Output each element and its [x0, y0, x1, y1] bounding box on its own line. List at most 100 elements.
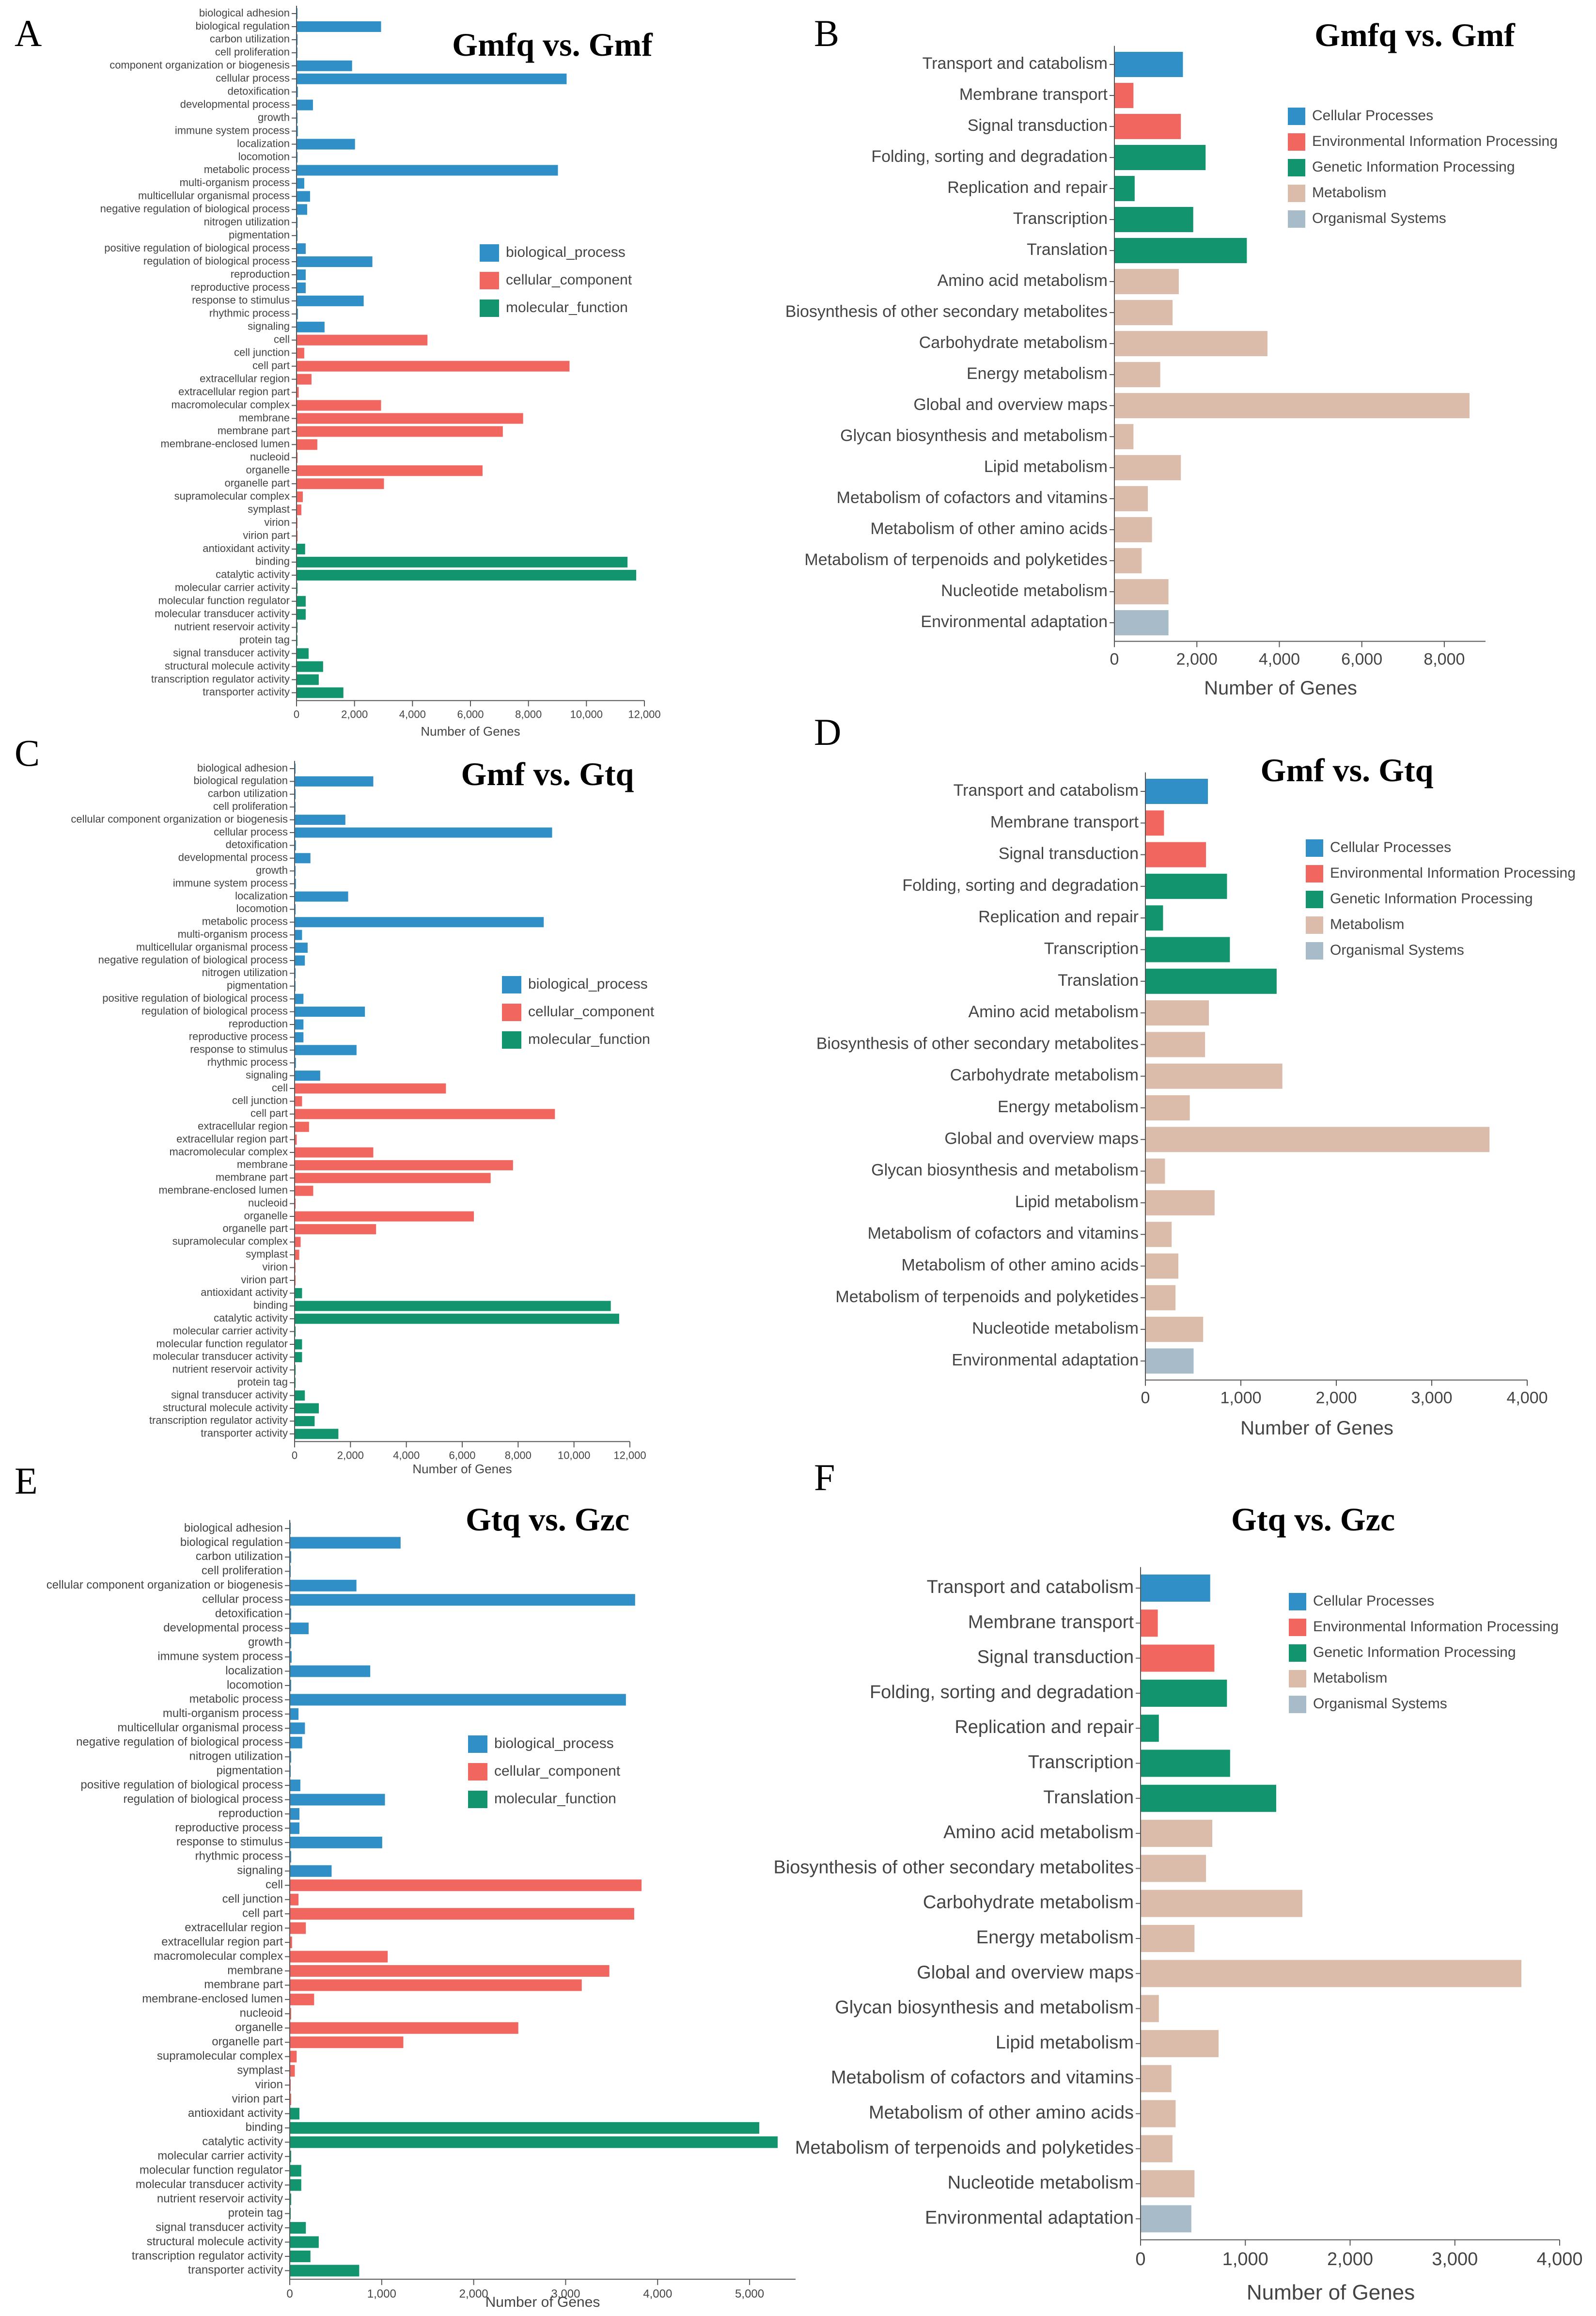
category-label: signal transducer activity — [173, 646, 290, 659]
bar — [295, 891, 348, 902]
bar — [297, 569, 637, 581]
category-label: Signal transduction — [977, 1647, 1134, 1668]
bar — [290, 1551, 291, 1563]
category-label: structural molecule activity — [163, 1402, 288, 1414]
category-label: cell part — [250, 1107, 288, 1119]
x-tick-label: 6,000 — [1341, 650, 1382, 668]
category-label: supramolecular complex — [157, 2049, 283, 2063]
x-tick-label: 2,000 — [1176, 650, 1218, 668]
category-label: virion — [262, 1260, 288, 1273]
bar — [295, 1326, 296, 1337]
bar — [295, 993, 304, 1004]
category-label: organelle part — [222, 1222, 288, 1234]
legend-label: Environmental Information Processing — [1312, 133, 1558, 149]
x-tick-label: 10,000 — [570, 709, 603, 721]
category-label: multi-organism process — [163, 1707, 283, 1720]
bar — [290, 1922, 306, 1934]
category-label: reproduction — [231, 268, 290, 280]
bar — [1146, 1222, 1172, 1247]
category-label: component organization or biogenesis — [110, 59, 290, 71]
category-label: Nucleotide metabolism — [972, 1319, 1139, 1338]
bar — [290, 2065, 295, 2077]
category-label: Transport and catabolism — [927, 1577, 1134, 1597]
bar — [1115, 83, 1134, 108]
category-label: protein tag — [228, 2206, 283, 2220]
bar — [295, 1301, 611, 1311]
bar — [297, 400, 381, 411]
legend-swatch — [1289, 1593, 1306, 1610]
bar — [295, 1083, 446, 1094]
bar — [1146, 1285, 1176, 1310]
category-label: positive regulation of biological proces… — [80, 1778, 283, 1791]
legend-swatch — [1306, 865, 1323, 882]
bar — [295, 1288, 302, 1298]
bar — [297, 543, 305, 554]
x-tick-label: 1,000 — [1220, 1389, 1261, 1407]
bar — [290, 1951, 388, 1963]
category-label: biological regulation — [196, 20, 290, 32]
bar — [1146, 1253, 1178, 1279]
legend-label: Organismal Systems — [1330, 942, 1464, 958]
category-label: developmental process — [163, 1621, 283, 1634]
x-tick-label: 2,000 — [459, 2287, 488, 2300]
category-label: Replication and repair — [954, 1717, 1134, 1737]
category-label: Folding, sorting and degradation — [871, 147, 1108, 166]
bar — [295, 827, 552, 838]
category-label: reproductive process — [189, 1030, 288, 1042]
category-label: virion part — [243, 529, 290, 541]
bar — [295, 1185, 313, 1196]
x-tick-label: 1,000 — [367, 2287, 396, 2300]
category-label: cell proliferation — [213, 800, 288, 812]
category-label: cellular process — [202, 1593, 283, 1606]
bar — [1146, 873, 1227, 899]
category-label: transcription regulator activity — [151, 673, 290, 685]
x-tick-label: 0 — [1135, 2249, 1145, 2269]
category-label: molecular function regulator — [140, 2164, 283, 2177]
category-label: cell proliferation — [215, 46, 290, 58]
category-label: response to stimulus — [190, 1043, 288, 1056]
bar — [295, 1429, 339, 1439]
category-label: molecular function regulator — [156, 1338, 288, 1350]
legend-label: Organismal Systems — [1313, 1696, 1447, 1712]
legend-label: biological_process — [528, 976, 648, 992]
bar — [1115, 548, 1142, 573]
chart-title: Gmf vs. Gtq — [1261, 752, 1434, 788]
x-tick-label: 2,000 — [337, 1449, 364, 1462]
bar — [297, 21, 381, 32]
category-label: Lipid metabolism — [984, 457, 1108, 476]
bar — [297, 687, 344, 698]
x-tick-label: 4,000 — [1259, 650, 1300, 668]
legend: Cellular Processes Environmental Informat… — [1288, 108, 1558, 228]
legend: Cellular Processes Environmental Informat… — [1306, 839, 1576, 960]
category-label: virion — [255, 2078, 283, 2091]
category-label: Membrane transport — [959, 85, 1108, 104]
bar — [1115, 579, 1169, 604]
category-label: response to stimulus — [192, 294, 290, 306]
category-label: cellular component organization or bioge… — [71, 813, 288, 825]
category-label: organelle — [246, 464, 290, 476]
category-label: Environmental adaptation — [925, 2207, 1134, 2228]
category-label: regulation of biological process — [141, 1005, 288, 1017]
bar — [297, 609, 306, 620]
x-tick-label: 3,000 — [1411, 1389, 1452, 1407]
bar — [297, 465, 483, 476]
category-label: localization — [237, 137, 290, 149]
category-label: molecular transducer activity — [153, 1350, 288, 1362]
category-label: structural molecule activity — [165, 660, 290, 672]
legend-label: biological_process — [494, 1735, 614, 1751]
panel-e: E Gtq vs. Gzc biological adhesion biologica… — [15, 1460, 796, 2310]
category-label: metabolic process — [189, 1693, 283, 1706]
bar — [295, 968, 296, 978]
category-label: nutrient reservoir activity — [172, 1363, 288, 1375]
category-label: immune system process — [175, 124, 290, 136]
bar — [290, 2207, 291, 2220]
category-label: Amino acid metabolism — [943, 1822, 1134, 1843]
category-label: Signal transduction — [968, 116, 1108, 135]
category-label: membrane — [239, 411, 290, 424]
legend-label: Metabolism — [1330, 916, 1404, 932]
legend-swatch — [502, 1031, 521, 1049]
category-label: signaling — [246, 1069, 288, 1081]
chart-title: Gtq vs. Gzc — [1231, 1501, 1395, 1538]
bar — [1115, 393, 1470, 418]
x-tick-label: 8,000 — [515, 709, 542, 721]
